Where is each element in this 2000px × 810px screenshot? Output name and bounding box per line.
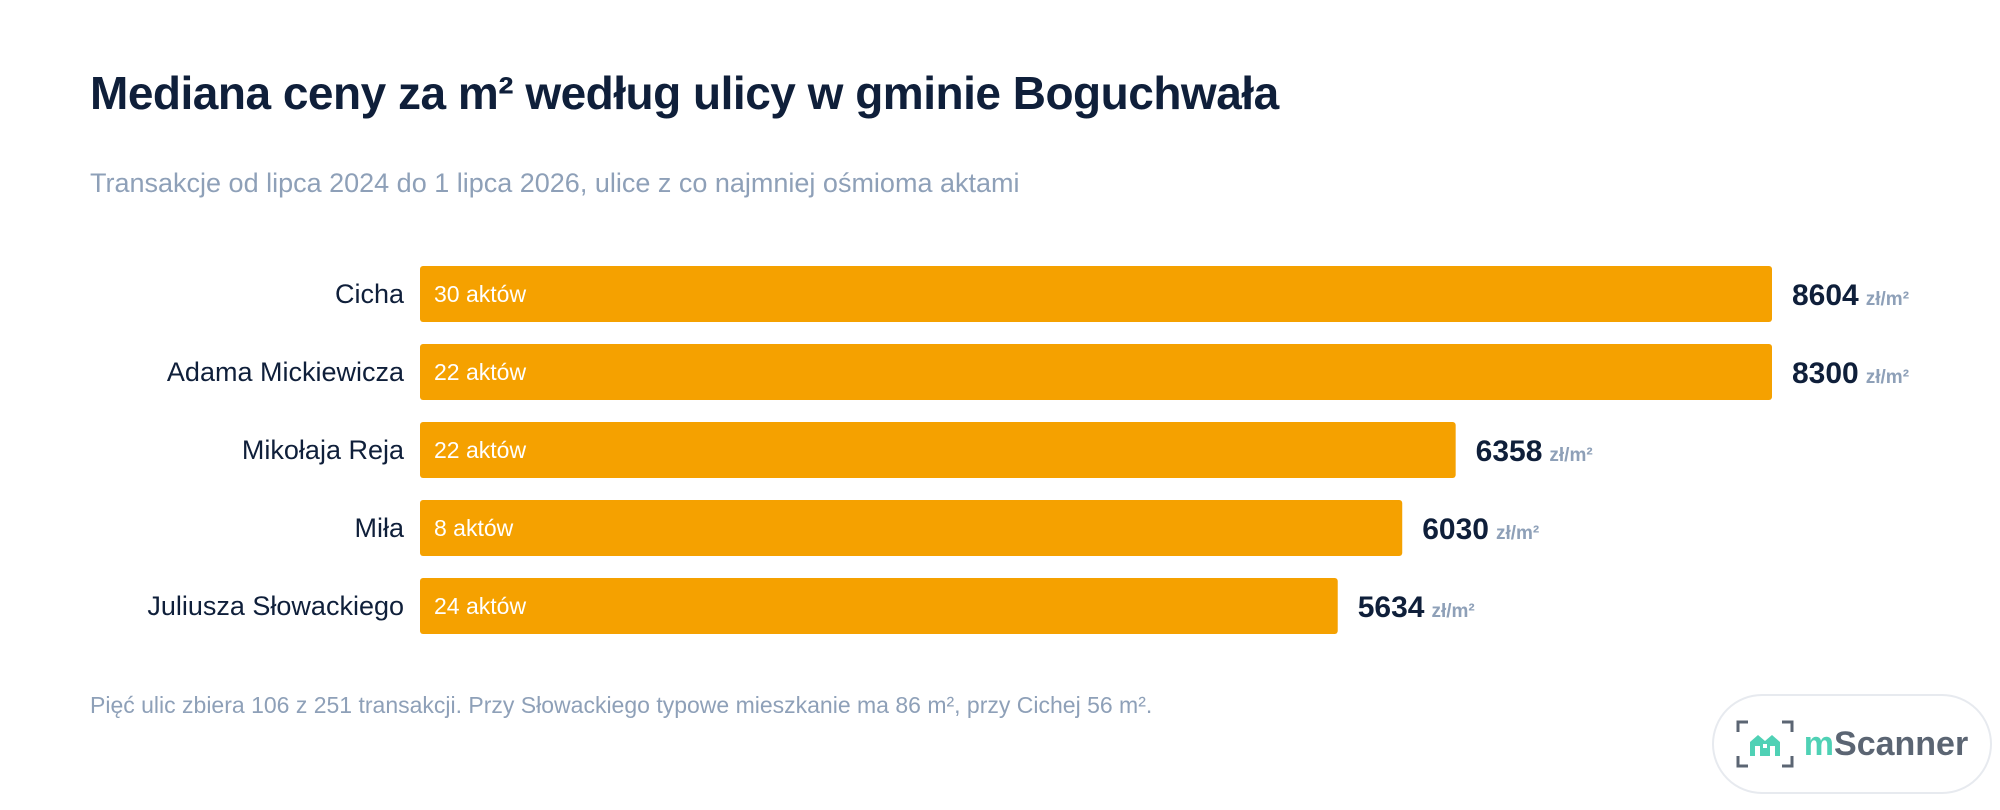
mscanner-logo: mScanner (1712, 694, 1992, 794)
bar (420, 266, 1772, 322)
value-number: 5634 (1358, 591, 1425, 624)
category-label: Adama Mickiewicza (167, 357, 405, 387)
house-scan-icon (1736, 720, 1794, 768)
category-label: Miła (354, 513, 404, 543)
bar (420, 500, 1403, 556)
category-label: Juliusza Słowackiego (147, 591, 404, 621)
bar-chart: Cicha 30 aktów 8604 zł/m² Adama Mickiewicza 2… (147, 266, 1909, 634)
category-label: Cicha (335, 279, 405, 309)
value-unit: zł/m² (1866, 367, 1909, 388)
bar (420, 344, 1772, 400)
category-label: Mikołaja Reja (242, 435, 405, 465)
value-label: 6358 zł/m² (1476, 435, 1593, 468)
bar (420, 422, 1456, 478)
chart-subtitle: Transakcje od lipca 2024 do 1 lipca 2026… (90, 168, 1020, 198)
value-unit: zł/m² (1549, 445, 1592, 466)
bar-count-label: 30 aktów (434, 281, 526, 307)
value-label: 8300 zł/m² (1792, 357, 1909, 390)
chart-footnote: Pięć ulic zbiera 106 z 251 transakcji. P… (90, 692, 1153, 718)
bar-count-label: 22 aktów (434, 359, 526, 385)
value-unit: zł/m² (1496, 523, 1539, 544)
value-label: 8604 zł/m² (1792, 279, 1909, 312)
bar-count-label: 22 aktów (434, 437, 526, 463)
bar-count-label: 24 aktów (434, 593, 526, 619)
value-label: 6030 zł/m² (1422, 513, 1539, 546)
value-number: 6358 (1476, 435, 1543, 468)
value-number: 8300 (1792, 357, 1859, 390)
value-number: 8604 (1792, 279, 1859, 312)
logo-prefix: m (1803, 724, 1835, 763)
value-label: 5634 zł/m² (1358, 591, 1475, 624)
value-number: 6030 (1422, 513, 1489, 546)
chart-title: Mediana ceny za m² według ulicy w gminie… (90, 67, 1279, 119)
value-unit: zł/m² (1866, 289, 1909, 310)
value-unit: zł/m² (1431, 601, 1474, 622)
logo-wordmark: mScanner (1804, 725, 1968, 764)
bar-count-label: 8 aktów (434, 515, 514, 541)
bar (420, 578, 1338, 634)
logo-name: Scanner (1834, 724, 1969, 763)
